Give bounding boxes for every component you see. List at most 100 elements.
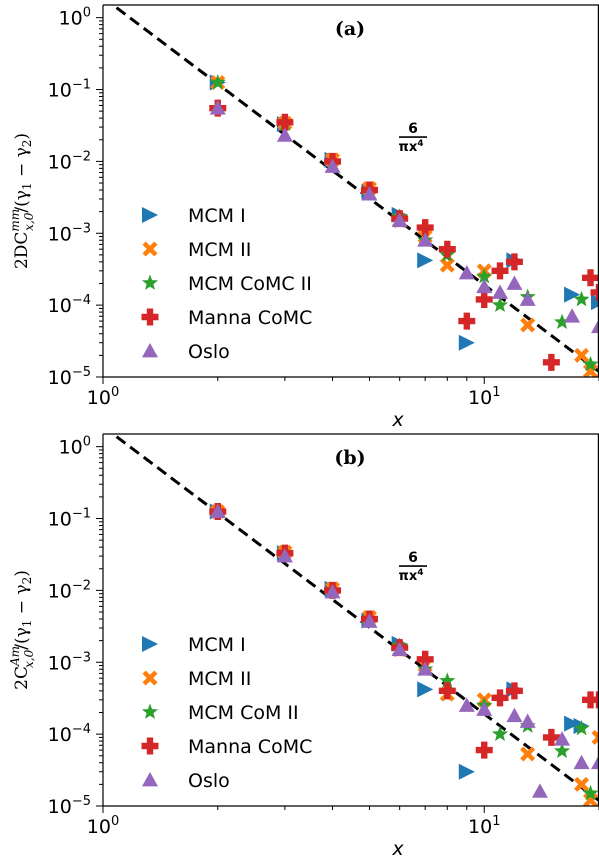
y-tick-label: 100 bbox=[59, 435, 91, 459]
data-point bbox=[416, 219, 434, 237]
x-axis-label: x bbox=[391, 409, 404, 431]
data-point bbox=[417, 661, 434, 676]
data-point bbox=[209, 100, 226, 115]
data-point bbox=[458, 312, 476, 330]
y-tick-label: 10−2 bbox=[48, 578, 91, 602]
legend-label: MCM II bbox=[188, 239, 251, 261]
plot-area bbox=[110, 5, 599, 377]
data-point bbox=[591, 318, 599, 334]
y-tick-label: 10−1 bbox=[48, 78, 91, 102]
legend-marker bbox=[142, 670, 158, 686]
y-tick-label: 10−4 bbox=[48, 722, 91, 746]
data-point bbox=[324, 158, 341, 173]
legend-label: MCM II bbox=[188, 668, 251, 690]
data-point bbox=[439, 257, 455, 273]
data-point bbox=[553, 313, 571, 330]
data-point bbox=[476, 268, 493, 284]
data-point bbox=[573, 754, 590, 770]
data-point bbox=[416, 650, 434, 668]
data-point bbox=[505, 682, 523, 700]
data-point bbox=[458, 334, 475, 351]
panel-label: (b) bbox=[334, 447, 365, 469]
legend-label: MCM CoM II bbox=[188, 702, 299, 724]
legend-label: MCM I bbox=[188, 634, 246, 656]
data-point bbox=[582, 269, 599, 287]
data-point bbox=[476, 701, 493, 716]
data-point bbox=[324, 583, 341, 599]
data-point bbox=[574, 347, 590, 363]
data-point bbox=[554, 731, 571, 746]
legend-label: MCM I bbox=[188, 205, 246, 227]
data-point bbox=[574, 776, 590, 792]
data-point bbox=[520, 317, 536, 333]
y-tick-label: 10−5 bbox=[48, 365, 91, 389]
x-tick-label: 101 bbox=[468, 814, 500, 838]
data-point bbox=[491, 296, 509, 313]
data-point bbox=[458, 763, 475, 780]
data-point bbox=[519, 291, 536, 306]
data-point bbox=[391, 212, 408, 228]
legend-marker bbox=[141, 703, 159, 719]
legend-marker bbox=[142, 207, 158, 223]
x-axis-label: x bbox=[391, 838, 404, 860]
data-point bbox=[573, 719, 590, 736]
data-point bbox=[520, 746, 536, 762]
data-point bbox=[590, 691, 599, 709]
data-point bbox=[439, 672, 456, 688]
formula-denominator: πx4 bbox=[399, 139, 424, 155]
data-point bbox=[542, 728, 560, 746]
data-point bbox=[519, 713, 536, 728]
data-point bbox=[506, 275, 523, 290]
legend-marker bbox=[142, 772, 158, 787]
data-point bbox=[209, 74, 226, 90]
series-oslo bbox=[209, 100, 599, 334]
data-point bbox=[564, 308, 581, 323]
data-point bbox=[458, 697, 475, 712]
y-tick-label: 10−3 bbox=[48, 650, 91, 674]
data-point bbox=[573, 290, 590, 307]
y-tick-label: 10−4 bbox=[48, 293, 91, 317]
data-point bbox=[417, 252, 434, 269]
data-point bbox=[438, 682, 456, 700]
formula-numerator: 6 bbox=[408, 550, 418, 566]
legend-marker bbox=[142, 343, 158, 358]
data-point bbox=[591, 754, 599, 770]
data-point bbox=[458, 264, 475, 280]
legend-label: Manna CoMC bbox=[188, 307, 312, 329]
data-point bbox=[276, 548, 293, 563]
y-tick-label: 10−1 bbox=[48, 507, 91, 531]
panel-label: (a) bbox=[335, 18, 365, 40]
legend-marker bbox=[142, 636, 158, 652]
data-point bbox=[564, 715, 581, 732]
data-point bbox=[582, 784, 599, 801]
plot-area bbox=[110, 434, 599, 806]
legend-label: MCM CoMC II bbox=[188, 273, 312, 295]
data-point bbox=[438, 240, 456, 258]
data-point bbox=[506, 707, 523, 723]
legend-marker bbox=[141, 737, 159, 755]
formula-numerator: 6 bbox=[408, 121, 418, 137]
reference-line bbox=[110, 5, 599, 373]
data-point bbox=[417, 232, 434, 247]
reference-line bbox=[110, 434, 599, 802]
x-tick-label: 101 bbox=[468, 385, 500, 409]
data-point bbox=[492, 284, 509, 299]
data-point bbox=[276, 113, 294, 131]
x-tick-label: 100 bbox=[87, 814, 119, 838]
data-point bbox=[475, 290, 493, 308]
y-tick-label: 100 bbox=[59, 6, 91, 30]
legend-marker bbox=[141, 274, 159, 290]
data-point bbox=[491, 262, 509, 280]
data-point bbox=[553, 742, 571, 759]
panel-a: 100 101 10−5 10−4 10−3 10−2 10−1 100 x 2DCmmx,0/(… bbox=[8, 4, 599, 431]
data-point bbox=[582, 355, 599, 372]
x-tick-label: 100 bbox=[87, 385, 119, 409]
data-point bbox=[491, 725, 509, 742]
data-point bbox=[391, 641, 408, 657]
data-point bbox=[476, 278, 493, 294]
data-point bbox=[209, 503, 226, 518]
legend-label: Manna CoMC bbox=[188, 736, 312, 758]
data-point bbox=[531, 783, 548, 798]
y-axis-label: 2CAmx,0/(γ1 − γ2) bbox=[8, 570, 36, 690]
